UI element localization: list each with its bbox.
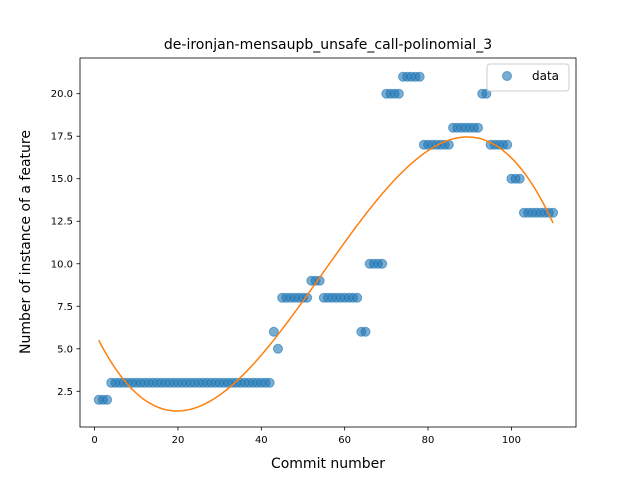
chart-title: de-ironjan-mensaupb_unsafe_call-polinomi… (164, 37, 492, 53)
y-axis-title: Number of instance of a feature (18, 130, 34, 354)
data-point (473, 122, 484, 133)
data-point (360, 326, 371, 337)
x-axis-title: Commit number (271, 456, 385, 472)
x-tick-label: 20 (172, 435, 185, 446)
plot-area (93, 71, 559, 412)
data-point (102, 394, 113, 405)
data-point (481, 88, 492, 99)
legend-box (486, 63, 570, 92)
data-point (352, 292, 363, 303)
y-tick-label: 12.5 (51, 217, 73, 228)
x-tick-label: 100 (502, 435, 521, 446)
data-point (393, 88, 404, 99)
data-point (414, 71, 425, 82)
fit-curve (98, 136, 554, 412)
data-point (302, 292, 313, 303)
axes: 0 20 40 60 80 100 2.5 5.0 7.5 10.0 12.5 15.0 17.5 20.… (51, 57, 577, 446)
legend-label-data: data (532, 69, 559, 83)
y-tick-label: 2.5 (57, 387, 73, 398)
axes-frame (79, 57, 577, 428)
data-point (502, 139, 513, 150)
x-tick-label: 60 (338, 435, 351, 446)
y-tick-label: 20.0 (51, 89, 73, 100)
x-tick-label: 80 (422, 435, 435, 446)
y-tick-label: 5.0 (57, 344, 73, 355)
x-tick-label: 40 (255, 435, 268, 446)
y-tick-label: 10.0 (51, 259, 73, 270)
data-point (264, 377, 275, 388)
data-point (377, 258, 388, 269)
data-point (268, 326, 279, 337)
y-tick-label: 15.0 (51, 174, 73, 185)
legend: data (486, 63, 570, 92)
y-tick-label: 7.5 (57, 302, 73, 313)
legend-marker (502, 71, 512, 81)
data-point (272, 343, 283, 354)
y-tick-label: 17.5 (51, 132, 73, 143)
x-tick-label: 0 (91, 435, 97, 446)
data-point (514, 173, 525, 184)
